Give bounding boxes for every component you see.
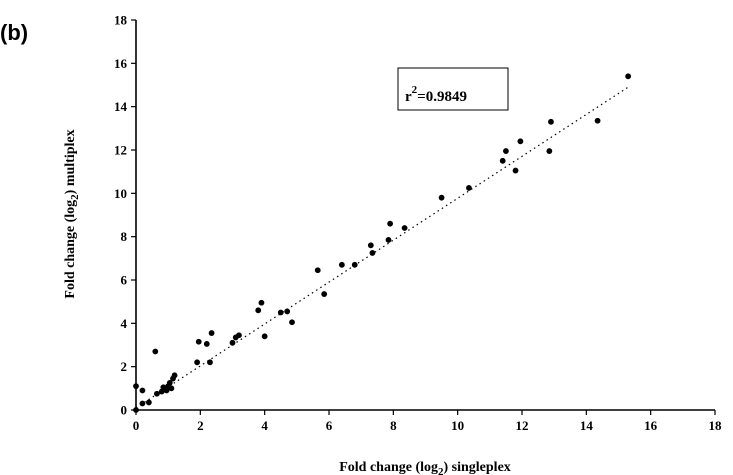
- data-point: [517, 138, 524, 145]
- y-axis-title-part-2: ) multiplex: [63, 129, 78, 194]
- data-point: [512, 167, 519, 174]
- y-tick-label: 2: [121, 359, 128, 374]
- data-point: [139, 400, 146, 407]
- y-tick-label: 8: [121, 229, 128, 244]
- y-tick-label: 6: [121, 273, 128, 288]
- x-tick-label: 6: [326, 418, 333, 433]
- data-point: [195, 338, 202, 345]
- data-point: [171, 372, 178, 379]
- x-tick-label: 4: [261, 418, 268, 433]
- annotation-box: [397, 67, 509, 111]
- data-point: [284, 308, 291, 315]
- data-point: [166, 380, 173, 386]
- annotation-sup: 2: [412, 84, 418, 96]
- data-point: [503, 148, 509, 154]
- axes: [135, 20, 715, 411]
- data-point: [168, 385, 175, 392]
- y-axis-title-part-1: Fold change (log: [63, 200, 78, 299]
- data-point: [466, 185, 472, 191]
- data-point: [194, 359, 201, 366]
- panel-label: (b): [0, 20, 28, 45]
- data-point: [154, 390, 160, 397]
- x-tick-label: 8: [390, 418, 397, 433]
- data-point: [277, 309, 284, 316]
- data-point: [229, 339, 236, 346]
- data-point: [139, 387, 146, 394]
- annotation-prefix: r: [405, 89, 412, 105]
- x-ticks: 0 2 4 6 8 10 12 14 16 18: [133, 410, 722, 433]
- x-axis-title-sub: 2: [438, 466, 444, 475]
- data-point: [338, 261, 345, 268]
- data-point: [133, 383, 139, 390]
- data-point: [203, 341, 210, 347]
- data-point: [314, 267, 321, 274]
- x-tick-label: 16: [644, 418, 658, 433]
- y-tick-label: 12: [114, 143, 127, 158]
- data-point: [546, 148, 553, 154]
- data-point: [387, 220, 394, 227]
- x-tick-label: 14: [580, 418, 594, 433]
- x-tick-label: 2: [197, 418, 204, 433]
- y-axis-title-sub: 2: [69, 194, 81, 200]
- data-point: [258, 299, 265, 306]
- y-axis-title: Fold change (log2) multiplex: [63, 129, 81, 298]
- data-point: [145, 399, 152, 406]
- data-point: [367, 242, 374, 249]
- y-tick-label: 0: [121, 403, 128, 418]
- x-tick-label: 12: [516, 418, 529, 433]
- data-point: [207, 359, 213, 366]
- data-point: [321, 291, 328, 297]
- data-point: [152, 348, 159, 355]
- x-tick-label: 18: [709, 418, 723, 433]
- x-axis-title: Fold change (log2) singleplex: [339, 460, 511, 475]
- x-axis-title-part-1: Fold change (log: [339, 460, 438, 475]
- data-point: [625, 73, 632, 80]
- data-point: [351, 261, 358, 268]
- data-point: [289, 319, 295, 326]
- y-tick-label: 4: [121, 316, 128, 331]
- data-point: [594, 117, 601, 124]
- data-point: [438, 194, 445, 201]
- data-point: [499, 157, 506, 164]
- data-point: [261, 333, 268, 340]
- data-points: [133, 73, 632, 413]
- x-tick-label: 0: [133, 418, 140, 433]
- data-point: [548, 118, 554, 125]
- data-point: [133, 407, 139, 413]
- x-axis-title-part-2: ) singleplex: [444, 460, 511, 475]
- y-tick-label: 18: [114, 13, 128, 28]
- annotation-suffix: =0.9849: [417, 89, 467, 105]
- y-tick-label: 14: [114, 99, 128, 114]
- y-ticks: 0 2 4 6 8 10 12 14 16 18: [114, 13, 136, 418]
- data-point: [255, 307, 262, 314]
- data-point: [208, 330, 215, 336]
- data-point: [369, 250, 376, 256]
- x-tick-label: 10: [451, 418, 464, 433]
- data-point: [385, 237, 392, 243]
- y-tick-label: 16: [114, 56, 128, 71]
- r-squared-annotation: r2=0.9849: [397, 67, 509, 111]
- annotation-text: r2=0.9849: [405, 84, 467, 105]
- y-tick-label: 10: [114, 186, 127, 201]
- data-point: [236, 332, 242, 339]
- data-point: [401, 225, 408, 231]
